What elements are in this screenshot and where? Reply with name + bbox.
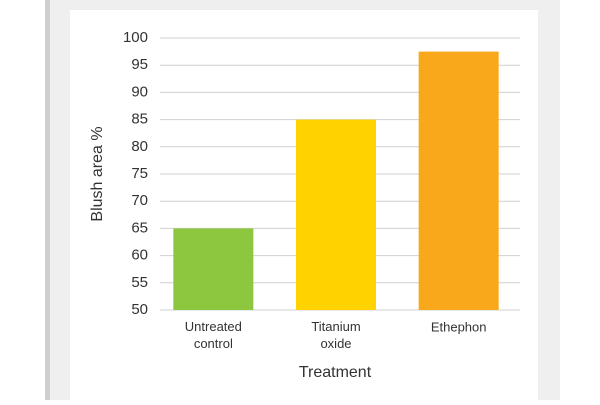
y-tick-label: 55 bbox=[131, 274, 148, 291]
x-tick-label: Ethephon bbox=[431, 319, 487, 334]
y-tick-label: 100 bbox=[123, 29, 148, 46]
x-tick-label: Untreated control bbox=[185, 319, 242, 351]
y-tick-label: 50 bbox=[131, 301, 148, 318]
x-tick-label: Titanium oxide bbox=[311, 319, 360, 351]
y-tick-label: 70 bbox=[131, 192, 148, 209]
y-tick-label: 60 bbox=[131, 247, 148, 264]
y-tick-label: 90 bbox=[131, 83, 148, 100]
y-tick-label: 75 bbox=[131, 165, 148, 182]
y-tick-label: 80 bbox=[131, 138, 148, 155]
x-axis-label: Treatment bbox=[299, 364, 372, 381]
side-strip bbox=[45, 0, 50, 400]
bar bbox=[296, 119, 376, 310]
bar bbox=[173, 228, 254, 310]
y-tick-label: 85 bbox=[131, 111, 148, 128]
y-tick-label: 65 bbox=[131, 219, 148, 236]
y-tick-label: 95 bbox=[131, 56, 148, 73]
y-axis-label: Blush area % bbox=[89, 126, 106, 221]
bar bbox=[418, 51, 499, 310]
